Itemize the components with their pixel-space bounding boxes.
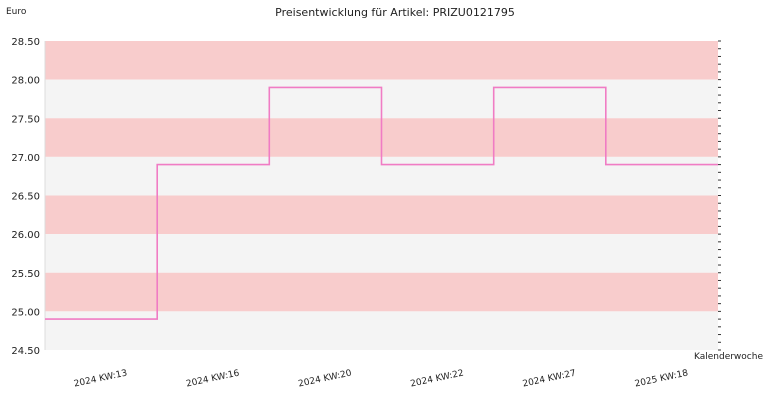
chart-title: Preisentwicklung für Artikel: PRIZU01217… [275, 6, 515, 19]
y-tick-label: 24.50 [11, 346, 40, 357]
y-tick-labels: 24.50 25.00 25.50 26.00 26.50 27.00 27.50 28.00… [11, 37, 40, 357]
y-tick-label: 27.00 [11, 153, 40, 164]
grid-band [45, 195, 718, 235]
x-tick-label: 2024 KW:16 [185, 368, 240, 389]
y-tick-label: 28.50 [11, 37, 40, 48]
y-tick-label: 25.50 [11, 269, 40, 280]
grid-band [45, 41, 718, 80]
y-tick-label: 26.00 [11, 230, 40, 241]
y-tick-label: 28.00 [11, 76, 40, 87]
grid-band [45, 311, 718, 350]
y-tick-label: 26.50 [11, 192, 40, 203]
grid-band [45, 234, 718, 273]
y-tick-marks [718, 40, 721, 351]
x-tick-label: 2025 KW:18 [634, 368, 689, 389]
y-tick-label: 25.00 [11, 307, 40, 318]
x-tick-label: 2024 KW:13 [73, 369, 128, 390]
grid-band [45, 272, 718, 312]
y-axis-label: Euro [6, 7, 27, 17]
x-tick-labels: 2024 KW:13 2024 KW:16 2024 KW:20 2024 KW:22… [73, 368, 689, 389]
x-tick-label: 2024 KW:20 [297, 368, 352, 389]
series-layer [45, 86, 718, 320]
x-axis-label: Kalenderwoche [694, 352, 763, 362]
x-tick-label: 2024 KW:22 [410, 369, 465, 390]
price-series-line [45, 86, 718, 320]
y-tick-label: 27.50 [11, 114, 40, 125]
x-tick-label: 2024 KW:27 [522, 369, 577, 390]
